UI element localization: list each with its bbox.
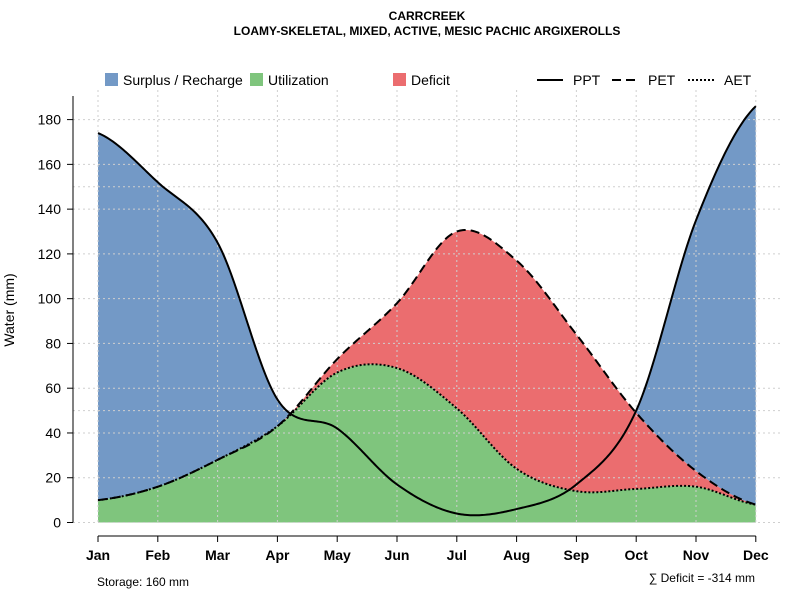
x-tick-label-nov: Nov bbox=[683, 547, 710, 563]
x-tick-label-jun: Jun bbox=[385, 547, 410, 563]
y-tick-label-180: 180 bbox=[38, 112, 62, 128]
x-tick-label-oct: Oct bbox=[625, 547, 649, 563]
y-tick-label-120: 120 bbox=[38, 246, 62, 262]
legend-label-pet: PET bbox=[648, 72, 676, 88]
chart-subtitle: LOAMY-SKELETAL, MIXED, ACTIVE, MESIC PAC… bbox=[234, 24, 621, 38]
x-tick-label-jul: Jul bbox=[447, 547, 467, 563]
y-tick-label-20: 20 bbox=[45, 470, 61, 486]
x-tick-label-mar: Mar bbox=[205, 547, 230, 563]
legend-swatch-deficit bbox=[393, 73, 406, 86]
legend-label-deficit: Deficit bbox=[411, 72, 450, 88]
legend-label-aet: AET bbox=[724, 72, 752, 88]
aet-line bbox=[97, 363, 756, 506]
x-tick-label-sep: Sep bbox=[564, 547, 590, 563]
utilization-area bbox=[98, 364, 756, 523]
y-axis-label: Water (mm) bbox=[1, 273, 17, 346]
storage-note: Storage: 160 mm bbox=[97, 575, 189, 589]
y-tick-label-140: 140 bbox=[38, 201, 62, 217]
legend-label-utilization: Utilization bbox=[268, 72, 329, 88]
y-tick-label-60: 60 bbox=[45, 380, 61, 396]
y-tick-label-0: 0 bbox=[53, 515, 61, 531]
legend-swatch-utilization bbox=[250, 73, 263, 86]
y-tick-label-40: 40 bbox=[45, 425, 61, 441]
x-tick-label-aug: Aug bbox=[503, 547, 530, 563]
y-tick-label-160: 160 bbox=[38, 156, 62, 172]
legend-swatch-surplus-recharge bbox=[105, 73, 118, 86]
x-tick-label-apr: Apr bbox=[265, 547, 290, 563]
legend-label-surplus-recharge: Surplus / Recharge bbox=[123, 72, 243, 88]
deficit-area bbox=[98, 230, 756, 505]
x-tick-label-may: May bbox=[324, 547, 351, 563]
x-tick-label-feb: Feb bbox=[145, 547, 170, 563]
deficit-note: ∑ Deficit = -314 mm bbox=[649, 571, 755, 585]
ppt-line bbox=[97, 105, 757, 517]
y-tick-label-80: 80 bbox=[45, 335, 61, 351]
x-tick-label-dec: Dec bbox=[743, 547, 769, 563]
surplus-recharge-area bbox=[98, 106, 756, 505]
y-tick-label-100: 100 bbox=[38, 291, 62, 307]
pet-line bbox=[97, 228, 757, 506]
chart-title: CARRCREEK bbox=[389, 9, 466, 23]
x-tick-label-jan: Jan bbox=[86, 547, 110, 563]
legend-label-ppt: PPT bbox=[573, 72, 601, 88]
